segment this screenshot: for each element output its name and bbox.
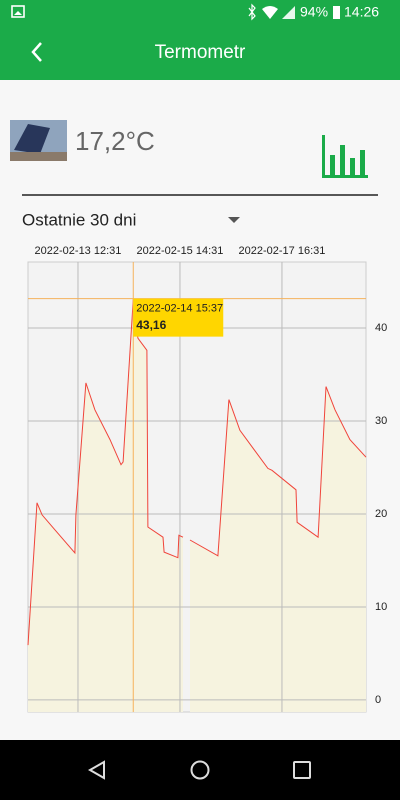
y-tick-label: 40 bbox=[375, 322, 387, 334]
tooltip-time: 2022-02-14 15:37 bbox=[136, 303, 223, 315]
gallery-icon bbox=[14, 11, 22, 15]
y-tick-label: 20 bbox=[375, 508, 387, 520]
y-tick-label: 10 bbox=[375, 601, 387, 613]
nav-recents[interactable] bbox=[293, 761, 311, 779]
back-button[interactable] bbox=[31, 42, 42, 62]
x-tick-label: 2022-02-13 12:31 bbox=[35, 245, 122, 257]
x-tick-label: 2022-02-15 14:31 bbox=[137, 245, 224, 257]
chart-button[interactable] bbox=[322, 135, 368, 178]
battery-level: 94% bbox=[300, 4, 328, 20]
tooltip bbox=[133, 298, 224, 337]
signal-icon bbox=[282, 6, 295, 19]
gallery-icon bbox=[11, 5, 25, 18]
nav-home[interactable] bbox=[190, 760, 210, 780]
x-tick-label: 2022-02-17 16:31 bbox=[239, 245, 326, 257]
tooltip-value: 43,16 bbox=[136, 318, 166, 332]
temperature: 17,2°C bbox=[75, 126, 155, 156]
line bbox=[27, 298, 367, 646]
y-tick-label: 30 bbox=[375, 415, 387, 427]
wifi-icon bbox=[262, 6, 278, 19]
sensor-photo bbox=[14, 124, 50, 154]
dropdown-arrow[interactable] bbox=[228, 217, 240, 223]
y-tick-label: 0 bbox=[375, 694, 381, 706]
period-select[interactable]: Ostatnie 30 dni bbox=[22, 210, 136, 229]
nav-bar bbox=[0, 740, 400, 800]
clock: 14:26 bbox=[344, 4, 379, 20]
screen-title: Termometr bbox=[155, 42, 246, 63]
nav-back[interactable] bbox=[87, 760, 105, 780]
battery-icon bbox=[333, 6, 340, 19]
sensor-photo bbox=[10, 152, 67, 161]
bluetooth-icon bbox=[248, 3, 256, 21]
